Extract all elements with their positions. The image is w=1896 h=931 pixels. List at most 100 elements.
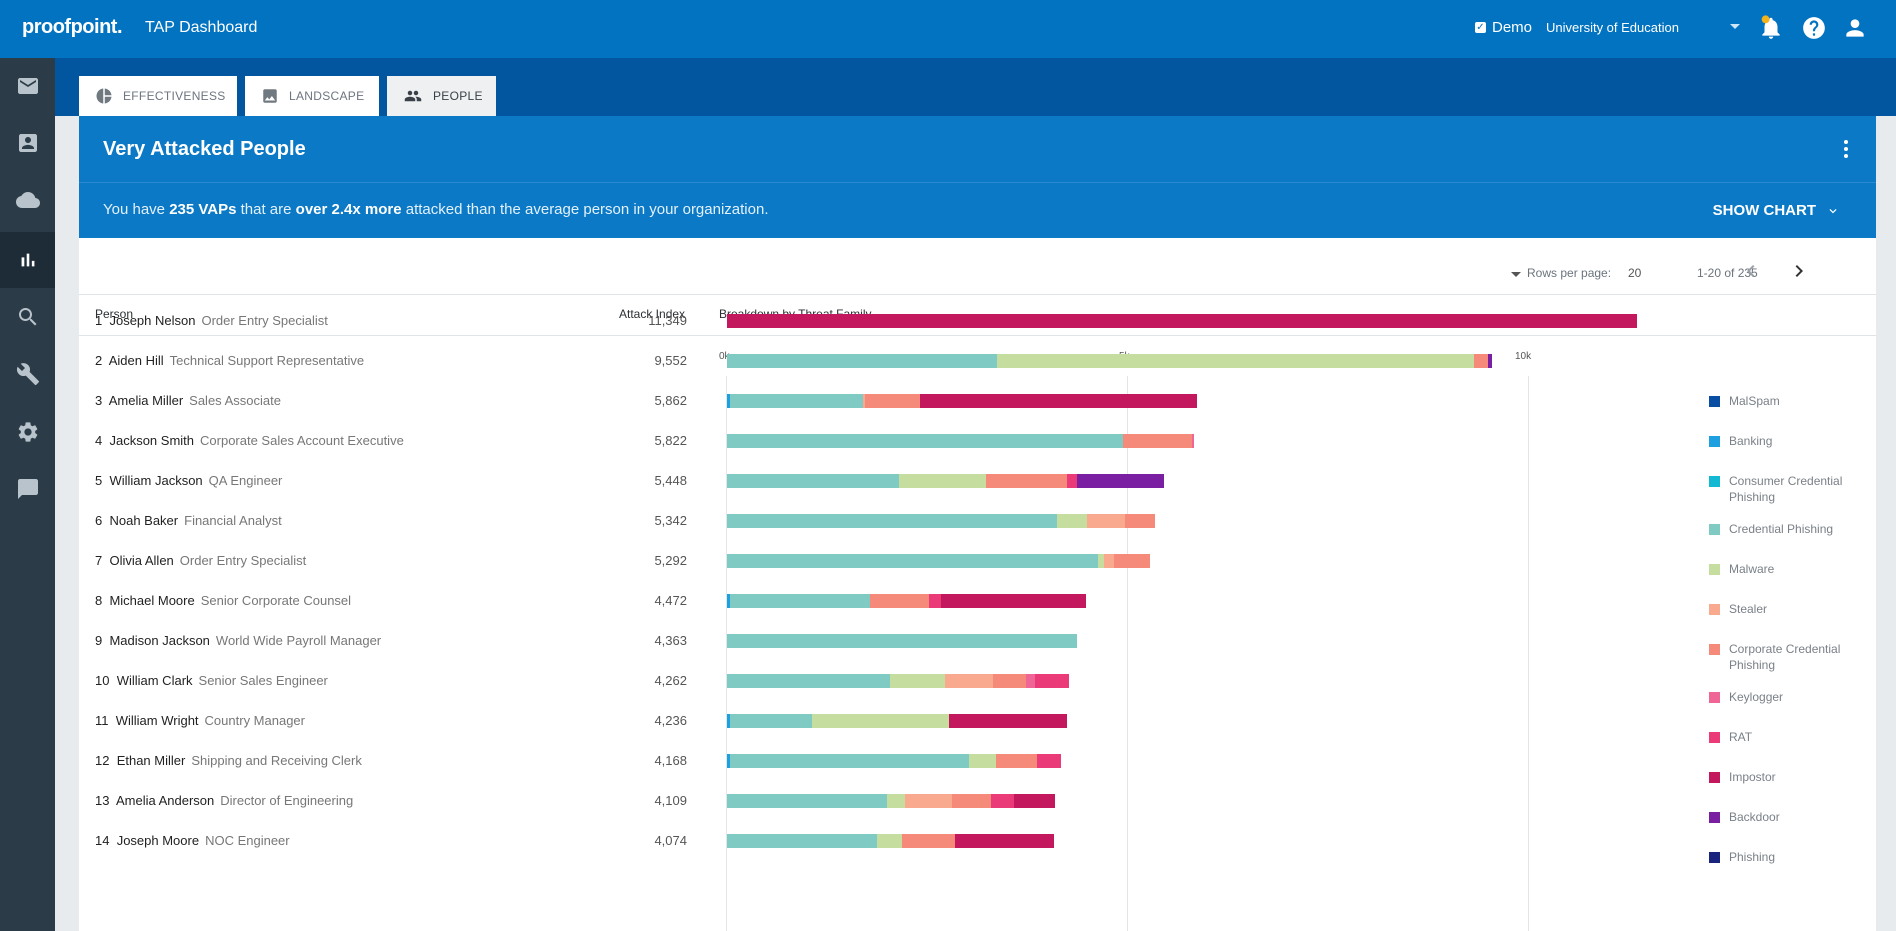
threat-breakdown-bar[interactable]	[727, 754, 1061, 768]
bar-segment-banking[interactable]	[727, 594, 730, 608]
threat-breakdown-bar[interactable]	[727, 714, 1067, 728]
nav-cloud[interactable]	[0, 172, 55, 228]
person-name[interactable]: Olivia Allen	[109, 553, 174, 568]
bar-segment-malware[interactable]	[877, 834, 902, 848]
tab-effectiveness[interactable]: EFFECTIVENESS	[79, 76, 237, 116]
person-row-10[interactable]: 10 William Clark Senior Sales Engineer	[95, 673, 328, 688]
person-row-7[interactable]: 7 Olivia Allen Order Entry Specialist	[95, 553, 306, 568]
bar-segment-rat[interactable]	[1037, 754, 1061, 768]
bar-segment-rat[interactable]	[929, 594, 941, 608]
bar-segment-credential-phishing[interactable]	[727, 514, 1057, 528]
threat-breakdown-bar[interactable]	[727, 354, 1492, 368]
bar-segment-credential-phishing[interactable]	[727, 794, 887, 808]
bar-segment-credential-phishing[interactable]	[727, 474, 899, 488]
tab-people[interactable]: PEOPLE	[387, 76, 496, 116]
person-name[interactable]: Michael Moore	[109, 593, 195, 608]
threat-breakdown-bar[interactable]	[727, 554, 1150, 568]
bar-segment-malware[interactable]	[997, 354, 1474, 368]
person-name[interactable]: Joseph Nelson	[109, 313, 196, 328]
nav-search[interactable]	[0, 289, 55, 345]
proofpoint-logo[interactable]: proofpoint.	[22, 16, 123, 38]
bar-segment-corporate-credential-phishing[interactable]	[865, 394, 920, 408]
bar-segment-corporate-credential-phishing[interactable]	[902, 834, 955, 848]
person-row-6[interactable]: 6 Noah Baker Financial Analyst	[95, 513, 282, 528]
column-header-person[interactable]: Person	[95, 307, 134, 321]
demo-toggle[interactable]: ✓ Demo	[1475, 19, 1532, 36]
bar-segment-corporate-credential-phishing[interactable]	[1125, 514, 1155, 528]
person-name[interactable]: Jackson Smith	[109, 433, 195, 448]
threat-breakdown-bar[interactable]	[727, 594, 1086, 608]
show-chart-button[interactable]: SHOW CHART	[1713, 202, 1840, 219]
threat-breakdown-bar[interactable]	[727, 514, 1155, 528]
bar-segment-corporate-credential-phishing[interactable]	[993, 674, 1026, 688]
legend-label-backdoor[interactable]: Backdoor	[1729, 810, 1780, 824]
next-page-button[interactable]	[1787, 259, 1811, 283]
nav-tools[interactable]	[0, 346, 55, 402]
bar-segment-malware[interactable]	[887, 794, 905, 808]
bar-segment-stealer[interactable]	[1087, 514, 1125, 528]
person-name[interactable]: Joseph Moore	[116, 833, 200, 848]
legend-label-banking[interactable]: Banking	[1729, 434, 1773, 448]
tab-landscape[interactable]: LANDSCAPE	[245, 76, 379, 116]
person-name[interactable]: Amelia Anderson	[115, 793, 215, 808]
bar-segment-impostor[interactable]	[920, 394, 1197, 408]
threat-breakdown-bar[interactable]	[727, 834, 1054, 848]
bar-segment-stealer[interactable]	[1104, 554, 1114, 568]
legend-label-credential-phishing[interactable]: Credential Phishing	[1729, 522, 1834, 536]
legend-label-consumer-credential-phishing[interactable]: Consumer Credential Phishing	[1729, 474, 1843, 504]
chevron-down-icon[interactable]	[1730, 24, 1740, 29]
demo-checkbox[interactable]: ✓	[1475, 22, 1486, 33]
bar-segment-credential-phishing[interactable]	[727, 834, 877, 848]
bar-segment-credential-phishing[interactable]	[730, 594, 870, 608]
person-name[interactable]: Madison Jackson	[109, 633, 210, 648]
nav-people[interactable]	[0, 115, 55, 171]
bar-segment-stealer[interactable]	[945, 674, 993, 688]
bar-segment-malware[interactable]	[812, 714, 949, 728]
bar-segment-corporate-credential-phishing[interactable]	[1123, 434, 1192, 448]
person-row-2[interactable]: 2 Aiden Hill Technical Support Representa…	[95, 353, 364, 368]
person-name[interactable]: Aiden Hill	[108, 353, 164, 368]
bar-segment-malware[interactable]	[969, 754, 996, 768]
bar-segment-banking[interactable]	[727, 754, 730, 768]
person-name[interactable]: Noah Baker	[109, 513, 179, 528]
bar-segment-corporate-credential-phishing[interactable]	[1114, 554, 1150, 568]
person-row-4[interactable]: 4 Jackson Smith Corporate Sales Account E…	[95, 433, 404, 448]
person-row-13[interactable]: 13 Amelia Anderson Director of Engineerin…	[95, 793, 353, 808]
threat-breakdown-bar[interactable]	[727, 794, 1055, 808]
bar-segment-backdoor[interactable]	[1488, 354, 1492, 368]
rows-per-page-select[interactable]: 20	[1628, 266, 1642, 280]
bar-segment-corporate-credential-phishing[interactable]	[986, 474, 1067, 488]
bar-segment-rat[interactable]	[1067, 474, 1077, 488]
nav-settings[interactable]	[0, 404, 55, 460]
bar-segment-credential-phishing[interactable]	[727, 554, 1098, 568]
notification-bell-icon[interactable]	[1758, 15, 1784, 41]
bar-segment-credential-phishing[interactable]	[727, 354, 997, 368]
threat-breakdown-bar[interactable]	[727, 434, 1194, 448]
bar-segment-credential-phishing[interactable]	[727, 674, 890, 688]
threat-breakdown-bar[interactable]	[727, 394, 1197, 408]
bar-segment-corporate-credential-phishing[interactable]	[996, 754, 1037, 768]
bar-segment-impostor[interactable]	[949, 714, 1067, 728]
bar-segment-impostor[interactable]	[727, 314, 1637, 328]
person-row-9[interactable]: 9 Madison Jackson World Wide Payroll Mana…	[95, 633, 381, 648]
person-row-5[interactable]: 5 William Jackson QA Engineer	[95, 473, 282, 488]
person-name[interactable]: Ethan Miller	[116, 753, 186, 768]
bar-segment-keylogger[interactable]	[1026, 674, 1035, 688]
bar-segment-stealer[interactable]	[905, 794, 952, 808]
bar-segment-credential-phishing[interactable]	[727, 634, 1077, 648]
person-row-8[interactable]: 8 Michael Moore Senior Corporate Counsel	[95, 593, 351, 608]
bar-segment-rat[interactable]	[991, 794, 1014, 808]
threat-breakdown-bar[interactable]	[727, 474, 1164, 488]
bar-segment-malware[interactable]	[899, 474, 986, 488]
bar-segment-credential-phishing[interactable]	[730, 754, 969, 768]
nav-feedback[interactable]	[0, 461, 55, 517]
legend-label-corporate-credential-phishing[interactable]: Corporate Credential Phishing	[1729, 642, 1841, 672]
bar-segment-impostor[interactable]	[955, 834, 1054, 848]
nav-dashboard[interactable]	[0, 232, 55, 288]
bar-segment-malware[interactable]	[1057, 514, 1087, 528]
person-row-14[interactable]: 14 Joseph Moore NOC Engineer	[95, 833, 290, 848]
person-row-3[interactable]: 3 Amelia Miller Sales Associate	[95, 393, 281, 408]
legend-label-malspam[interactable]: MalSpam	[1729, 394, 1780, 408]
bar-segment-malware[interactable]	[890, 674, 945, 688]
bar-segment-stealer[interactable]	[863, 394, 865, 408]
